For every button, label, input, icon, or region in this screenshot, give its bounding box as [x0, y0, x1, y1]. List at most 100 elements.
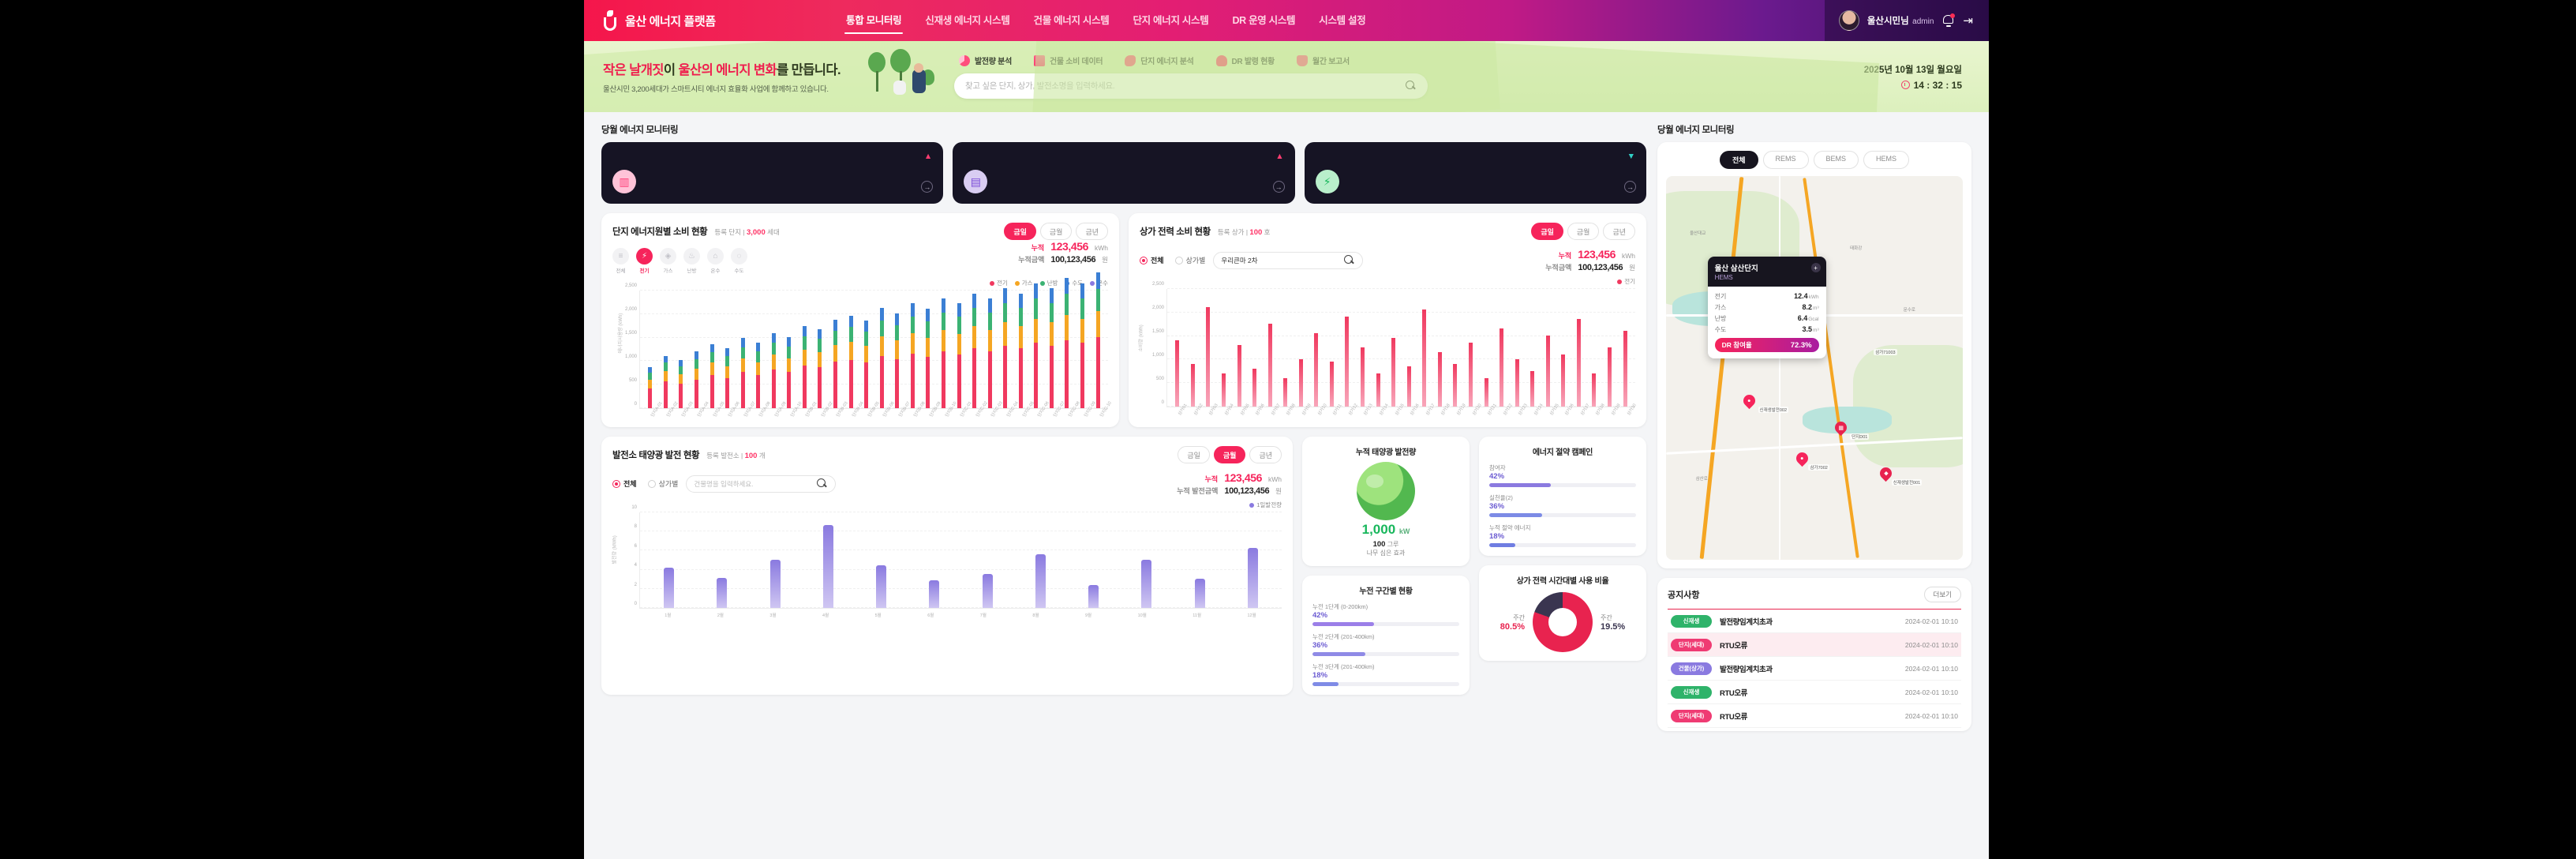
notice-date: 2024-02-01 10:10 — [1904, 711, 1958, 720]
pie-chart-icon — [959, 54, 970, 66]
nav-item-2[interactable]: 건물 에너지 시스템 — [1033, 15, 1110, 26]
mini-card-column-2: 에너지 절약 캠페인 참여자 42% 실천율(2) 36% 누적 절약 에너지 18% 상… — [1479, 437, 1646, 695]
legend-item: 온수 — [1090, 279, 1108, 287]
bar — [1003, 287, 1008, 408]
period-tab[interactable]: 금년 — [1603, 223, 1635, 240]
source-filter-전기[interactable]: ⚡ 전기 — [636, 248, 653, 274]
period-tab[interactable]: 금월 — [1567, 223, 1600, 240]
bar — [833, 319, 838, 408]
map-tab-BEMS[interactable]: BEMS — [1813, 151, 1859, 169]
map-view[interactable]: ● 신재생발전002 ▦ 단지D01 ● 삼가7002 ◆ 신재생발전001 삼… — [1666, 176, 1963, 560]
radio-상가별[interactable]: 상가별 — [1174, 255, 1205, 265]
solar-search-input[interactable] — [694, 479, 813, 488]
panel-meta: 등록 발전소 | 100 개 — [706, 452, 766, 460]
source-filter-전체[interactable]: ≡ 전체 — [612, 248, 629, 274]
popup-row-value: 8.2m³ — [1802, 303, 1819, 312]
period-tab[interactable]: 금년 — [1249, 446, 1282, 463]
y-axis-label: 소비량 (kWh) — [1139, 324, 1144, 352]
current-time: 14 : 32 : 15 — [1864, 80, 1962, 91]
period-tab[interactable]: 금일 — [1004, 223, 1036, 240]
mini-card-column-1: 누적 태양광 발전량 1,000 kW 100 그루 나무 심은 효과 — [1302, 437, 1470, 695]
quick-link-2[interactable]: 단지 에너지 분석 — [1125, 54, 1194, 66]
logout-icon[interactable]: ⇥ — [1963, 14, 1973, 28]
kpi-card-0[interactable]: ▲ ▥ → — [601, 142, 944, 204]
radio-상가별[interactable]: 상가별 — [647, 478, 678, 489]
notice-row[interactable]: 신재생 발전량임계치초과 2024-02-01 10:10 — [1668, 610, 1961, 633]
nav-item-3[interactable]: 단지 에너지 시스템 — [1133, 15, 1209, 26]
notice-title: 공지사항 — [1668, 591, 1700, 600]
bar — [1422, 309, 1427, 407]
x-tick: 상가09 — [1301, 403, 1312, 417]
apartment-icon: ▥ — [612, 170, 636, 193]
map-tab-HEMS[interactable]: HEMS — [1863, 151, 1910, 169]
nav-item-1[interactable]: 신재생 에너지 시스템 — [925, 15, 1010, 26]
notification-bell-icon[interactable] — [1941, 13, 1956, 28]
period-tab[interactable]: 금월 — [1213, 446, 1246, 463]
x-tick: 상가22 — [1502, 403, 1514, 417]
map-pin[interactable]: ● — [1740, 392, 1758, 410]
kpi-detail-arrow-icon[interactable]: → — [1623, 181, 1636, 193]
search-icon[interactable] — [817, 478, 828, 490]
nav-item-4[interactable]: DR 운영 시스템 — [1232, 15, 1296, 26]
x-tick: 단지B-03 — [836, 400, 850, 418]
quick-link-4[interactable]: 월간 보고서 — [1296, 54, 1350, 66]
period-tab[interactable]: 금일 — [1178, 446, 1210, 463]
kpi-card-2[interactable]: ▼ ⚡ → — [1304, 142, 1646, 204]
source-filter-가스[interactable]: ◈ 가스 — [660, 248, 676, 274]
quick-link-0[interactable]: 발전량 분석 — [959, 54, 1012, 66]
close-icon[interactable]: + — [1810, 263, 1821, 273]
brand-logo[interactable]: 울산 에너지 플랫폼 — [584, 10, 844, 31]
y-tick: 2 — [634, 582, 637, 587]
nav-item-0[interactable]: 통합 모니터링 — [844, 7, 904, 34]
legend-item: 1일발전량 — [1249, 501, 1282, 509]
solar-scope-radios: 전체 상가별 — [612, 478, 678, 489]
progress-bar — [1489, 513, 1636, 517]
radio-전체[interactable]: 전체 — [612, 478, 637, 489]
x-tick: 단지C-07 — [1052, 400, 1066, 418]
source-filter-수도[interactable]: ◌ 수도 — [731, 248, 747, 274]
search-icon[interactable] — [1344, 254, 1355, 266]
source-filter-온수[interactable]: ⌂ 온수 — [707, 248, 724, 274]
x-tick: 단지C-03 — [990, 400, 1005, 418]
x-tick: 단지B-05 — [867, 400, 881, 418]
search-icon[interactable] — [1406, 81, 1417, 92]
notice-row[interactable]: 단지(세대) RTU오류 2024-02-01 10:10 — [1668, 704, 1961, 728]
nav-item-5[interactable]: 시스템 설정 — [1319, 15, 1366, 26]
map-tab-REMS[interactable]: REMS — [1762, 151, 1809, 169]
global-search[interactable] — [954, 73, 1428, 99]
notice-row[interactable]: 신재생 RTU오류 2024-02-01 10:10 — [1668, 681, 1961, 704]
notice-title-text: RTU오류 — [1720, 641, 1748, 651]
search-input[interactable] — [965, 81, 1406, 91]
legend-swatch — [1014, 280, 1020, 286]
more-button[interactable]: 더보기 — [1923, 587, 1961, 602]
x-tick: 상가21 — [1487, 403, 1498, 417]
period-tab[interactable]: 금년 — [1076, 223, 1108, 240]
solar-search[interactable] — [686, 475, 837, 493]
x-tick: 단지C-06 — [1037, 400, 1050, 418]
kpi-detail-arrow-icon[interactable]: → — [921, 181, 934, 193]
heat-icon: ♨ — [683, 248, 700, 264]
kpi-detail-arrow-icon[interactable]: → — [1272, 181, 1285, 193]
store-search-input[interactable] — [1221, 256, 1340, 264]
quick-link-3[interactable]: DR 발령 현황 — [1215, 54, 1275, 66]
quick-link-1[interactable]: 건물 소비 데이터 — [1033, 54, 1103, 66]
period-tab[interactable]: 금일 — [1531, 223, 1563, 240]
x-tick: 단지A-03 — [681, 400, 695, 418]
cumulative-solar-value: 1,000 kW — [1361, 522, 1410, 537]
map-tab-전체[interactable]: 전체 — [1719, 151, 1758, 169]
quick-link-label: 발전량 분석 — [975, 58, 1012, 66]
store-search[interactable] — [1213, 251, 1364, 269]
card-title: 상가 전력 시간대별 사용 비율 — [1516, 577, 1609, 586]
y-tick: 1,000 — [1151, 353, 1164, 358]
bar — [1065, 277, 1069, 408]
bar — [848, 315, 853, 408]
radio-전체[interactable]: 전체 — [1140, 255, 1164, 265]
source-filter-난방[interactable]: ♨ 난방 — [683, 248, 700, 274]
notice-row[interactable]: 단지(세대) RTU오류 2024-02-01 10:10 — [1668, 633, 1961, 657]
period-tab[interactable]: 금월 — [1039, 223, 1073, 240]
kpi-card-1[interactable]: ▲ ▤ → — [953, 142, 1295, 204]
bolt-icon: ⚡ — [1315, 170, 1339, 193]
notice-row[interactable]: 건물(상가) 발전량임계치초과 2024-02-01 10:10 — [1668, 657, 1961, 681]
y-tick: 2,000 — [1151, 306, 1164, 310]
x-tick: 단지C-02 — [975, 400, 989, 418]
